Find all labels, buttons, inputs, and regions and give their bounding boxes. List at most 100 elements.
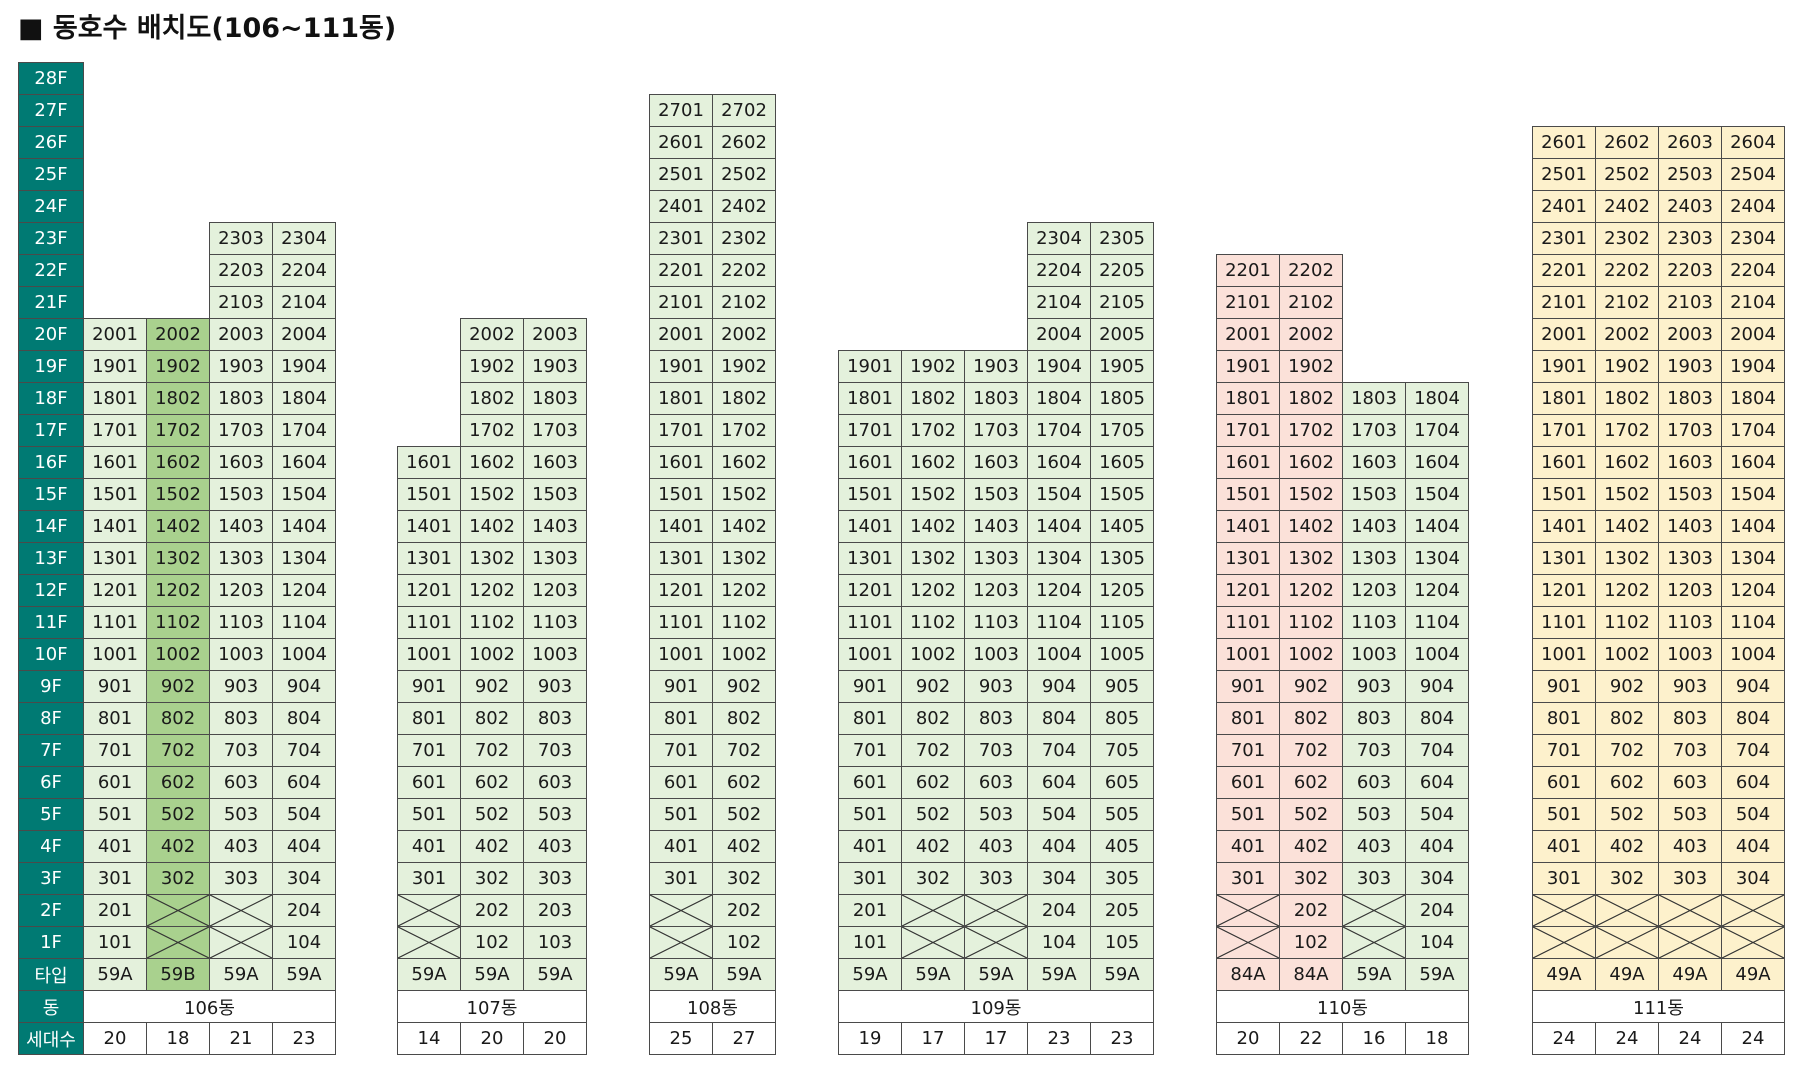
unit-cell: 803	[523, 702, 587, 735]
unit-cell: 801	[838, 702, 902, 735]
unit-cell: 1001	[838, 638, 902, 671]
unit-cell: 2401	[649, 190, 713, 223]
unit-cell: 702	[1279, 734, 1343, 767]
unit-cell: 1202	[460, 574, 524, 607]
cross-mark-icon	[1217, 927, 1279, 958]
unit-cell: 1303	[209, 542, 273, 575]
unit-cell: 1201	[83, 574, 147, 607]
unit-cell: 704	[272, 734, 336, 767]
unit-cell: 804	[1405, 702, 1469, 735]
unit-cell: 1901	[649, 350, 713, 383]
household-count-cell: 21	[209, 1022, 273, 1055]
unit-cell: 1302	[1279, 542, 1343, 575]
unit-cell: 1404	[1721, 510, 1785, 543]
unit-cell: 2202	[712, 254, 776, 287]
unit-cell: 701	[649, 734, 713, 767]
unit-cell: 604	[1721, 766, 1785, 799]
unit-cell: 402	[460, 830, 524, 863]
unit-cell: 2004	[272, 318, 336, 351]
cross-mark-icon	[1343, 927, 1405, 958]
no-unit-cell	[901, 894, 965, 927]
cross-mark-icon	[147, 927, 209, 958]
unit-cell: 603	[1658, 766, 1722, 799]
unit-cell: 302	[146, 862, 210, 895]
cross-mark-icon	[1596, 895, 1658, 926]
unit-cell: 902	[460, 670, 524, 703]
unit-cell: 1603	[1658, 446, 1722, 479]
unit-type-cell: 59A	[523, 958, 587, 991]
unit-cell: 2105	[1090, 286, 1154, 319]
unit-cell: 1102	[460, 606, 524, 639]
unit-cell: 604	[1027, 766, 1091, 799]
unit-cell: 301	[838, 862, 902, 895]
unit-cell: 2402	[1595, 190, 1659, 223]
cross-mark-icon	[965, 927, 1027, 958]
unit-cell: 1504	[272, 478, 336, 511]
no-unit-cell	[1595, 926, 1659, 959]
unit-cell: 2102	[712, 286, 776, 319]
unit-cell: 901	[1532, 670, 1596, 703]
household-count-cell: 19	[838, 1022, 902, 1055]
unit-cell: 1001	[83, 638, 147, 671]
unit-cell: 1801	[649, 382, 713, 415]
unit-cell: 1904	[1721, 350, 1785, 383]
unit-cell: 1203	[1342, 574, 1406, 607]
unit-cell: 704	[1721, 734, 1785, 767]
unit-cell: 1203	[523, 574, 587, 607]
unit-cell: 1403	[523, 510, 587, 543]
unit-cell: 303	[523, 862, 587, 895]
unit-cell: 2002	[146, 318, 210, 351]
unit-cell: 1504	[1721, 478, 1785, 511]
unit-cell: 1502	[901, 478, 965, 511]
unit-cell: 104	[1027, 926, 1091, 959]
unit-cell: 2101	[1532, 286, 1596, 319]
unit-cell: 1702	[1279, 414, 1343, 447]
unit-cell: 1502	[146, 478, 210, 511]
unit-cell: 502	[460, 798, 524, 831]
unit-cell: 1501	[1532, 478, 1596, 511]
unit-cell: 903	[1342, 670, 1406, 703]
floor-label: 4F	[18, 830, 84, 863]
floor-label: 16F	[18, 446, 84, 479]
unit-cell: 1802	[1595, 382, 1659, 415]
unit-cell: 602	[146, 766, 210, 799]
building-name-cell: 111동	[1532, 990, 1785, 1023]
unit-cell: 1601	[83, 446, 147, 479]
unit-cell: 1402	[460, 510, 524, 543]
unit-cell: 402	[146, 830, 210, 863]
unit-cell: 601	[1216, 766, 1280, 799]
unit-cell: 1804	[1721, 382, 1785, 415]
household-count-cell: 24	[1532, 1022, 1596, 1055]
unit-cell: 102	[460, 926, 524, 959]
floor-label: 25F	[18, 158, 84, 191]
unit-cell: 2203	[209, 254, 273, 287]
floor-label: 18F	[18, 382, 84, 415]
unit-type-cell: 59A	[964, 958, 1028, 991]
unit-type-cell: 84A	[1216, 958, 1280, 991]
unit-cell: 902	[1279, 670, 1343, 703]
unit-cell: 402	[901, 830, 965, 863]
unit-cell: 602	[1279, 766, 1343, 799]
unit-cell: 2003	[523, 318, 587, 351]
unit-cell: 1803	[964, 382, 1028, 415]
unit-cell: 2501	[1532, 158, 1596, 191]
building-row-label: 동	[18, 990, 84, 1023]
no-unit-cell	[1595, 894, 1659, 927]
unit-cell: 1202	[901, 574, 965, 607]
unit-cell: 1305	[1090, 542, 1154, 575]
unit-cell: 1501	[838, 478, 902, 511]
unit-cell: 1301	[83, 542, 147, 575]
unit-type-cell: 59A	[1342, 958, 1406, 991]
unit-cell: 403	[523, 830, 587, 863]
unit-cell: 404	[1405, 830, 1469, 863]
unit-cell: 1103	[523, 606, 587, 639]
unit-cell: 1902	[1279, 350, 1343, 383]
unit-cell: 1105	[1090, 606, 1154, 639]
household-count-cell: 18	[1405, 1022, 1469, 1055]
unit-cell: 2301	[1532, 222, 1596, 255]
unit-cell: 1702	[460, 414, 524, 447]
household-count-cell: 20	[83, 1022, 147, 1055]
unit-type-cell: 84A	[1279, 958, 1343, 991]
unit-cell: 1502	[712, 478, 776, 511]
unit-cell: 703	[1342, 734, 1406, 767]
